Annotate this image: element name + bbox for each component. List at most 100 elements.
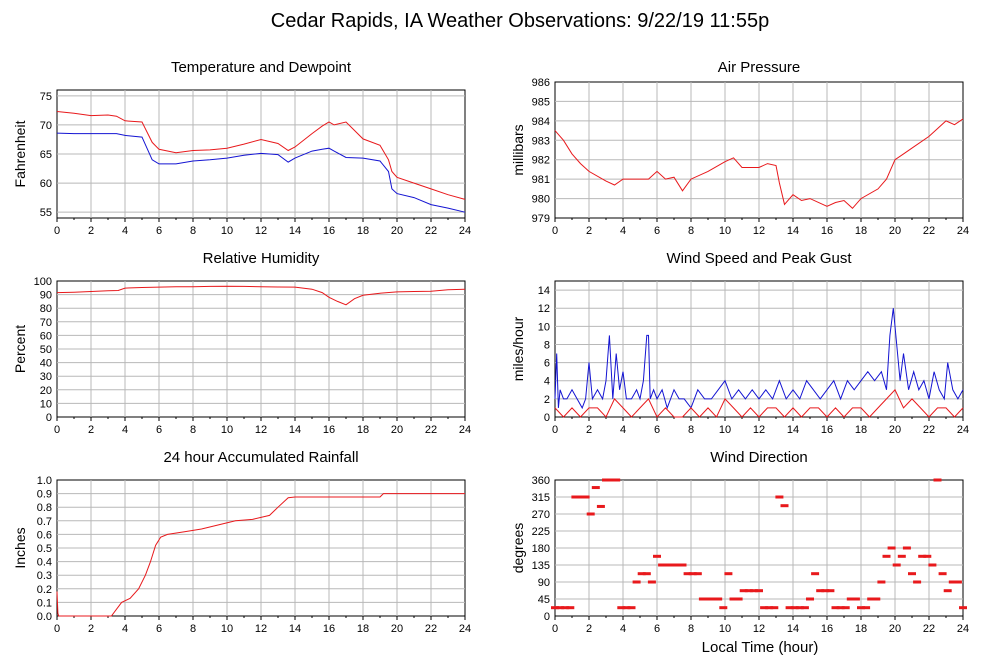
rh-y-tick-label: 60 [40, 330, 52, 342]
wdir-data-point [586, 512, 595, 516]
rh-x-tick-label: 2 [88, 424, 94, 436]
wdir-x-tick-label: 14 [787, 623, 799, 635]
temp-chart-title: Temperature and Dewpoint [171, 59, 352, 76]
rain-x-tick-label: 2 [88, 623, 94, 635]
wdir-y-tick-label: 45 [538, 594, 550, 606]
wdir-data-point [872, 597, 881, 601]
press-x-tick-label: 12 [753, 225, 765, 237]
temp-x-tick-label: 24 [459, 225, 471, 237]
wind-series-line-red [554, 388, 964, 418]
temp-y-tick-label: 60 [40, 178, 52, 190]
wdir-data-point [841, 606, 850, 610]
press-x-tick-label: 2 [586, 225, 592, 237]
press-x-tick-label: 14 [787, 225, 799, 237]
rh-y-tick-label: 0 [46, 412, 52, 424]
rh-y-tick-label: 40 [40, 358, 52, 370]
wdir-data-point [729, 597, 738, 601]
wdir-data-point [632, 580, 641, 584]
rh-y-tick-label: 50 [40, 344, 52, 356]
wind-x-tick-label: 12 [753, 424, 765, 436]
wdir-data-point [892, 563, 901, 567]
press-x-tick-label: 18 [855, 225, 867, 237]
x-axis-label: Local Time (hour) [702, 639, 819, 656]
wdir-data-point [760, 606, 769, 610]
wdir-data-point [673, 563, 682, 567]
wdir-data-point [688, 572, 697, 576]
wdir-data-point [719, 606, 728, 610]
wind-y-tick-label: 8 [544, 339, 550, 351]
wdir-x-tick-label: 2 [586, 623, 592, 635]
temp-y-tick-label: 70 [40, 120, 52, 132]
wdir-data-point [612, 478, 621, 482]
temp-y-axis-label: Fahrenheit [12, 120, 28, 187]
rain-x-tick-label: 18 [357, 623, 369, 635]
temp-y-tick-label: 65 [40, 149, 52, 161]
wdir-data-point [811, 572, 820, 576]
wdir-data-point [918, 554, 927, 558]
wdir-data-point [561, 606, 570, 610]
press-x-tick-label: 0 [552, 225, 558, 237]
wdir-data-point [816, 589, 825, 593]
press-y-tick-label: 981 [532, 174, 550, 186]
rh-y-tick-label: 90 [40, 290, 52, 302]
rain-x-tick-label: 24 [459, 623, 471, 635]
rain-y-tick-label: 1.0 [37, 475, 52, 487]
rain-y-tick-label: 0.4 [37, 557, 52, 569]
wdir-data-point [902, 546, 911, 550]
wdir-data-point [647, 580, 656, 584]
wind-x-tick-label: 4 [620, 424, 626, 436]
rain-x-tick-label: 10 [221, 623, 233, 635]
wdir-data-point [607, 478, 616, 482]
rh-x-tick-label: 12 [255, 424, 267, 436]
wdir-x-tick-label: 20 [889, 623, 901, 635]
wdir-data-point [704, 597, 712, 601]
wdir-data-point [780, 504, 789, 508]
wdir-x-tick-label: 22 [923, 623, 935, 635]
wdir-data-point [693, 572, 702, 576]
rh-x-tick-label: 24 [459, 424, 471, 436]
wind-x-tick-label: 8 [688, 424, 694, 436]
rain-y-tick-label: 0.9 [37, 489, 52, 501]
wdir-y-tick-label: 225 [532, 526, 550, 538]
wdir-data-point [739, 589, 748, 593]
rh-y-tick-label: 10 [40, 398, 52, 410]
wdir-x-tick-label: 16 [821, 623, 833, 635]
wdir-data-point [897, 554, 906, 558]
wdir-data-point [887, 546, 896, 550]
wind-chart-title: Wind Speed and Peak Gust [666, 250, 852, 267]
wdir-x-tick-label: 4 [620, 623, 626, 635]
press-x-tick-label: 22 [923, 225, 935, 237]
wdir-data-point [908, 572, 916, 576]
rain-x-tick-label: 0 [54, 623, 60, 635]
wdir-x-tick-label: 10 [719, 623, 731, 635]
press-y-tick-label: 979 [532, 213, 550, 225]
temp-series-line-red [56, 111, 466, 200]
wdir-data-point [627, 606, 636, 610]
rh-y-axis-label: Percent [12, 325, 28, 373]
press-y-axis-label: millibars [510, 124, 526, 175]
press-x-tick-label: 10 [719, 225, 731, 237]
rh-x-tick-label: 20 [391, 424, 403, 436]
temp-x-tick-label: 14 [289, 225, 301, 237]
temp-x-tick-label: 0 [54, 225, 60, 237]
rh-x-tick-label: 8 [190, 424, 196, 436]
wdir-data-point [770, 606, 779, 610]
rain-y-tick-label: 0.2 [37, 584, 52, 596]
rh-x-tick-label: 4 [122, 424, 128, 436]
wdir-data-point [923, 554, 932, 558]
wdir-data-point [775, 495, 784, 499]
rh-x-tick-label: 14 [289, 424, 301, 436]
wdir-data-point [642, 572, 651, 576]
wind-series-line-blue [554, 308, 964, 410]
wdir-y-axis-label: degrees [510, 523, 526, 574]
rain-x-tick-label: 16 [323, 623, 335, 635]
press-x-tick-label: 20 [889, 225, 901, 237]
wdir-data-point [790, 606, 799, 610]
wdir-data-point [785, 606, 794, 610]
press-x-tick-label: 4 [620, 225, 626, 237]
wdir-data-point [734, 597, 743, 601]
wdir-y-tick-label: 180 [532, 543, 550, 555]
press-y-tick-label: 984 [532, 116, 550, 128]
rain-y-axis-label: Inches [12, 527, 28, 568]
